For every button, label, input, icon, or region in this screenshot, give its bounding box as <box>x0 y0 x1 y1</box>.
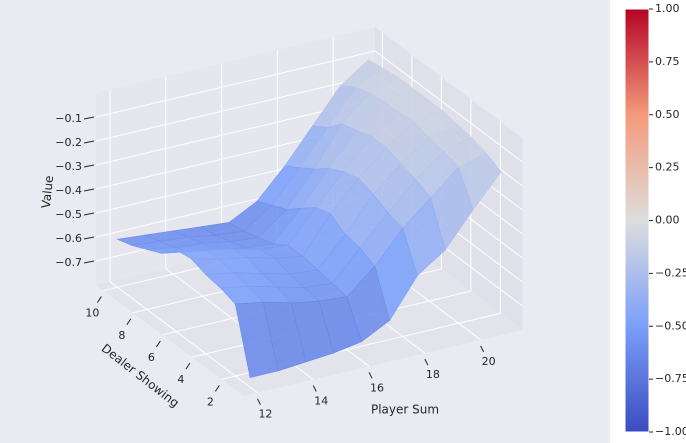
x-tick-mark <box>480 345 485 353</box>
x-tick-mark <box>312 385 317 392</box>
z-tick-mark <box>83 188 95 192</box>
colorbar-tick-label: 0.50 <box>655 108 680 121</box>
z-tick-label: −0.1 <box>55 112 82 125</box>
colorbar-tick-label: 0.25 <box>655 161 680 174</box>
colorbar-tick-label: −0.75 <box>655 372 686 385</box>
y-tick-mark <box>96 296 102 303</box>
y-tick-label: 10 <box>85 307 99 320</box>
grid-line <box>95 74 376 142</box>
y-tick-label: 8 <box>118 329 125 342</box>
y-tick-mark <box>214 385 220 392</box>
y-tick-mark <box>126 318 132 326</box>
x-tick-mark <box>368 372 373 379</box>
z-tick-mark <box>83 212 95 216</box>
z-tick-mark <box>83 140 95 144</box>
z-tick-label: −0.3 <box>55 160 82 173</box>
x-tick-mark <box>257 398 261 405</box>
z-tick-label: −0.6 <box>55 232 82 245</box>
grid-line <box>109 281 258 394</box>
x-tick-label: 14 <box>314 395 328 408</box>
x-tick-mark <box>424 358 429 366</box>
colorbar-tick-label: −1.00 <box>655 425 686 438</box>
y-tick-label: 4 <box>177 373 184 386</box>
x-tick-label: 12 <box>258 408 272 421</box>
z-tick-label: −0.2 <box>55 136 82 149</box>
grid-line <box>95 50 376 118</box>
x-tick-label: 18 <box>426 368 440 381</box>
y-tick-mark <box>155 340 161 348</box>
surface-patch <box>234 301 279 378</box>
colorbar-tick-label: −0.25 <box>655 266 686 279</box>
x-tick-label: 20 <box>482 355 496 368</box>
z-tick-label: −0.4 <box>55 184 82 197</box>
y-tick-label: 6 <box>148 351 155 364</box>
grid-line <box>374 50 523 163</box>
z-tick-label: −0.5 <box>55 208 82 221</box>
z-tick-mark <box>83 260 95 264</box>
colorbar-tick-label: 1.00 <box>655 2 680 15</box>
colorbar-tick-label: 0.75 <box>655 55 680 68</box>
colorbar <box>624 8 650 433</box>
z-tick-mark <box>83 236 95 240</box>
colorbar-tick-label: 0.00 <box>655 214 680 227</box>
z-tick-mark <box>83 164 95 168</box>
x-tick-label: 16 <box>370 381 384 394</box>
y-tick-mark <box>185 362 191 370</box>
z-tick-label: −0.7 <box>55 256 82 269</box>
y-tick-label: 2 <box>207 395 214 408</box>
colorbar-tick-label: −0.50 <box>655 319 686 332</box>
x-axis-title: Player Sum <box>371 403 439 417</box>
z-axis-title: Value <box>39 175 56 209</box>
z-tick-mark <box>83 116 95 120</box>
